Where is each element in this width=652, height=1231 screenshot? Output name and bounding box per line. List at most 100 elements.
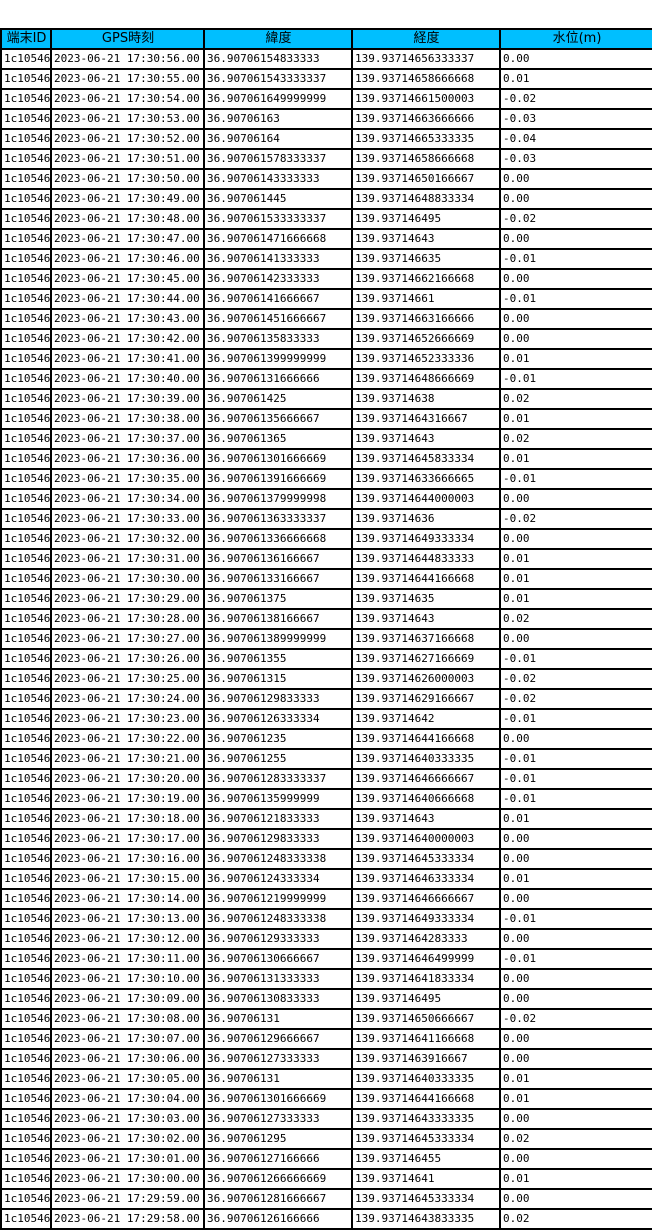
cell-longitude[interactable]: 139.93714663666666 bbox=[351, 108, 501, 130]
cell-terminal-id[interactable]: 1c10546 bbox=[0, 948, 52, 970]
cell-longitude[interactable]: 139.93714638 bbox=[351, 388, 501, 410]
cell-gps-time[interactable]: 2023-06-21 17:30:53.00 bbox=[50, 108, 205, 130]
cell-terminal-id[interactable]: 1c10546 bbox=[0, 688, 52, 710]
cell-latitude[interactable]: 36.90706129833333 bbox=[203, 828, 353, 850]
cell-water-level[interactable]: -0.01 bbox=[499, 468, 652, 490]
cell-longitude[interactable]: 139.93714646666667 bbox=[351, 768, 501, 790]
cell-gps-time[interactable]: 2023-06-21 17:30:23.00 bbox=[50, 708, 205, 730]
cell-gps-time[interactable]: 2023-06-21 17:29:59.00 bbox=[50, 1188, 205, 1210]
cell-water-level[interactable]: 0.00 bbox=[499, 628, 652, 650]
cell-latitude[interactable]: 36.90706127333333 bbox=[203, 1108, 353, 1130]
cell-water-level[interactable]: 0.01 bbox=[499, 408, 652, 430]
cell-longitude[interactable]: 139.93714641166668 bbox=[351, 1028, 501, 1050]
cell-longitude[interactable]: 139.93714636 bbox=[351, 508, 501, 530]
cell-latitude[interactable]: 36.907061399999999 bbox=[203, 348, 353, 370]
cell-terminal-id[interactable]: 1c10546 bbox=[0, 328, 52, 350]
cell-terminal-id[interactable]: 1c10546 bbox=[0, 308, 52, 330]
cell-gps-time[interactable]: 2023-06-21 17:30:17.00 bbox=[50, 828, 205, 850]
cell-water-level[interactable]: 0.01 bbox=[499, 868, 652, 890]
cell-water-level[interactable]: 0.01 bbox=[499, 568, 652, 590]
cell-gps-time[interactable]: 2023-06-21 17:30:35.00 bbox=[50, 468, 205, 490]
cell-longitude[interactable]: 139.93714663166666 bbox=[351, 308, 501, 330]
cell-gps-time[interactable]: 2023-06-21 17:30:33.00 bbox=[50, 508, 205, 530]
cell-gps-time[interactable]: 2023-06-21 17:30:24.00 bbox=[50, 688, 205, 710]
cell-gps-time[interactable]: 2023-06-21 17:30:14.00 bbox=[50, 888, 205, 910]
cell-gps-time[interactable]: 2023-06-21 17:30:26.00 bbox=[50, 648, 205, 670]
cell-latitude[interactable]: 36.90706154833333 bbox=[203, 48, 353, 70]
cell-water-level[interactable]: 0.01 bbox=[499, 448, 652, 470]
cell-terminal-id[interactable]: 1c10546 bbox=[0, 788, 52, 810]
cell-terminal-id[interactable]: 1c10546 bbox=[0, 148, 52, 170]
cell-terminal-id[interactable]: 1c10546 bbox=[0, 768, 52, 790]
cell-latitude[interactable]: 36.90706121833333 bbox=[203, 808, 353, 830]
cell-longitude[interactable]: 139.93714665333335 bbox=[351, 128, 501, 150]
cell-gps-time[interactable]: 2023-06-21 17:30:21.00 bbox=[50, 748, 205, 770]
cell-latitude[interactable]: 36.90706129833333 bbox=[203, 688, 353, 710]
cell-latitude[interactable]: 36.90706136166667 bbox=[203, 548, 353, 570]
cell-water-level[interactable]: 0.00 bbox=[499, 988, 652, 1010]
cell-terminal-id[interactable]: 1c10546 bbox=[0, 208, 52, 230]
cell-latitude[interactable]: 36.907061301666669 bbox=[203, 448, 353, 470]
cell-terminal-id[interactable]: 1c10546 bbox=[0, 1008, 52, 1030]
cell-longitude[interactable]: 139.93714643 bbox=[351, 428, 501, 450]
cell-latitude[interactable]: 36.90706133166667 bbox=[203, 568, 353, 590]
cell-latitude[interactable]: 36.907061281666667 bbox=[203, 1188, 353, 1210]
cell-gps-time[interactable]: 2023-06-21 17:30:05.00 bbox=[50, 1068, 205, 1090]
cell-latitude[interactable]: 36.90706138166667 bbox=[203, 608, 353, 630]
cell-longitude[interactable]: 139.93714658666668 bbox=[351, 148, 501, 170]
cell-gps-time[interactable]: 2023-06-21 17:30:01.00 bbox=[50, 1148, 205, 1170]
cell-latitude[interactable]: 36.907061471666668 bbox=[203, 228, 353, 250]
cell-longitude[interactable]: 139.93714640666668 bbox=[351, 788, 501, 810]
cell-water-level[interactable]: 0.01 bbox=[499, 348, 652, 370]
cell-longitude[interactable]: 139.93714661 bbox=[351, 288, 501, 310]
cell-gps-time[interactable]: 2023-06-21 17:30:11.00 bbox=[50, 948, 205, 970]
cell-gps-time[interactable]: 2023-06-21 17:30:56.00 bbox=[50, 48, 205, 70]
cell-water-level[interactable]: -0.01 bbox=[499, 748, 652, 770]
cell-terminal-id[interactable]: 1c10546 bbox=[0, 968, 52, 990]
cell-latitude[interactable]: 36.907061425 bbox=[203, 388, 353, 410]
cell-gps-time[interactable]: 2023-06-21 17:30:42.00 bbox=[50, 328, 205, 350]
cell-water-level[interactable]: 0.01 bbox=[499, 68, 652, 90]
cell-longitude[interactable]: 139.93714645333334 bbox=[351, 1188, 501, 1210]
cell-gps-time[interactable]: 2023-06-21 17:30:12.00 bbox=[50, 928, 205, 950]
cell-water-level[interactable]: 0.00 bbox=[499, 268, 652, 290]
cell-terminal-id[interactable]: 1c10546 bbox=[0, 888, 52, 910]
cell-terminal-id[interactable]: 1c10546 bbox=[0, 1048, 52, 1070]
cell-latitude[interactable]: 36.907061375 bbox=[203, 588, 353, 610]
cell-gps-time[interactable]: 2023-06-21 17:30:54.00 bbox=[50, 88, 205, 110]
cell-terminal-id[interactable]: 1c10546 bbox=[0, 248, 52, 270]
cell-water-level[interactable]: 0.00 bbox=[499, 1188, 652, 1210]
cell-water-level[interactable]: 0.00 bbox=[499, 1048, 652, 1070]
cell-water-level[interactable]: 0.00 bbox=[499, 1028, 652, 1050]
cell-water-level[interactable]: 0.01 bbox=[499, 548, 652, 570]
cell-longitude[interactable]: 139.93714640333335 bbox=[351, 748, 501, 770]
cell-gps-time[interactable]: 2023-06-21 17:30:32.00 bbox=[50, 528, 205, 550]
cell-gps-time[interactable]: 2023-06-21 17:30:55.00 bbox=[50, 68, 205, 90]
cell-gps-time[interactable]: 2023-06-21 17:30:44.00 bbox=[50, 288, 205, 310]
cell-longitude[interactable]: 139.937146455 bbox=[351, 1148, 501, 1170]
cell-gps-time[interactable]: 2023-06-21 17:30:29.00 bbox=[50, 588, 205, 610]
cell-gps-time[interactable]: 2023-06-21 17:30:08.00 bbox=[50, 1008, 205, 1030]
cell-water-level[interactable]: 0.00 bbox=[499, 888, 652, 910]
cell-terminal-id[interactable]: 1c10546 bbox=[0, 508, 52, 530]
cell-gps-time[interactable]: 2023-06-21 17:30:00.00 bbox=[50, 1168, 205, 1190]
cell-water-level[interactable]: -0.01 bbox=[499, 788, 652, 810]
cell-terminal-id[interactable]: 1c10546 bbox=[0, 488, 52, 510]
cell-water-level[interactable]: -0.03 bbox=[499, 148, 652, 170]
cell-water-level[interactable]: 0.00 bbox=[499, 188, 652, 210]
cell-latitude[interactable]: 36.90706164 bbox=[203, 128, 353, 150]
cell-gps-time[interactable]: 2023-06-21 17:30:19.00 bbox=[50, 788, 205, 810]
cell-terminal-id[interactable]: 1c10546 bbox=[0, 588, 52, 610]
cell-latitude[interactable]: 36.90706130666667 bbox=[203, 948, 353, 970]
cell-latitude[interactable]: 36.90706127333333 bbox=[203, 1048, 353, 1070]
cell-gps-time[interactable]: 2023-06-21 17:30:13.00 bbox=[50, 908, 205, 930]
cell-longitude[interactable]: 139.9371464316667 bbox=[351, 408, 501, 430]
cell-latitude[interactable]: 36.90706135666667 bbox=[203, 408, 353, 430]
cell-terminal-id[interactable]: 1c10546 bbox=[0, 728, 52, 750]
cell-latitude[interactable]: 36.907061266666669 bbox=[203, 1168, 353, 1190]
cell-longitude[interactable]: 139.93714650666667 bbox=[351, 1008, 501, 1030]
cell-longitude[interactable]: 139.93714644166668 bbox=[351, 568, 501, 590]
cell-gps-time[interactable]: 2023-06-21 17:30:22.00 bbox=[50, 728, 205, 750]
cell-water-level[interactable]: -0.04 bbox=[499, 128, 652, 150]
cell-gps-time[interactable]: 2023-06-21 17:30:04.00 bbox=[50, 1088, 205, 1110]
